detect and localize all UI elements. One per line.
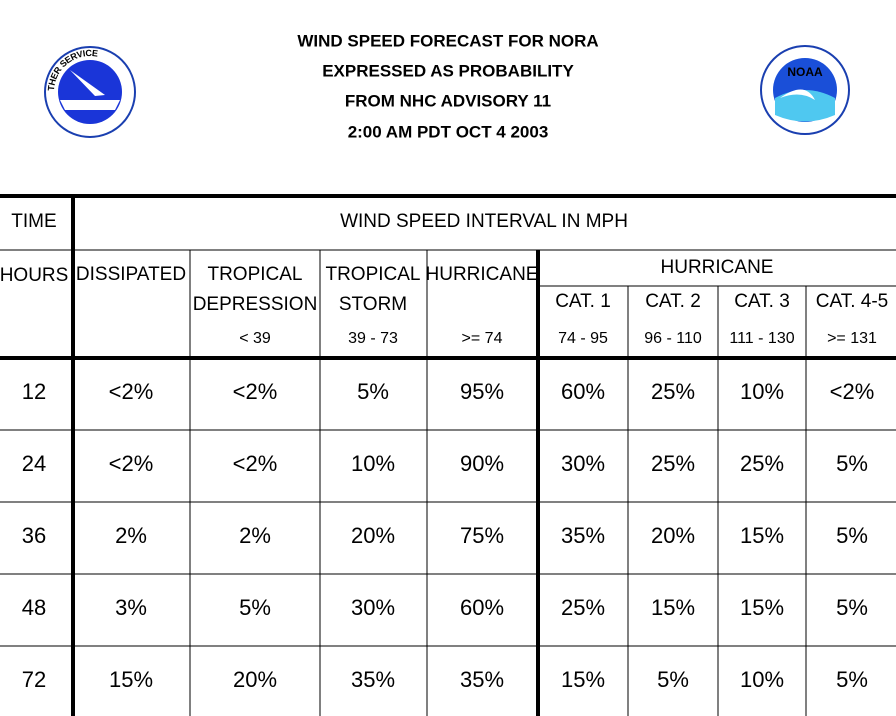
probability-cell: 60%	[460, 595, 504, 620]
probability-cell: 5%	[239, 595, 271, 620]
probability-cell: 5%	[357, 379, 389, 404]
probability-cell: 30%	[561, 451, 605, 476]
probability-cell: 60%	[561, 379, 605, 404]
probability-cell: 15%	[740, 595, 784, 620]
column-label: DISSIPATED	[76, 264, 186, 285]
hurricane-group-label: HURRICANE	[661, 257, 774, 278]
probability-cell: 10%	[740, 667, 784, 692]
probability-cell: 20%	[351, 523, 395, 548]
noaa-logo-text: NOAA	[787, 65, 823, 79]
column-range: < 39	[239, 330, 271, 347]
probability-cell: 15%	[740, 523, 784, 548]
probability-cell: 95%	[460, 379, 504, 404]
noaa-logo: NOAA	[760, 45, 850, 135]
probability-cell: 10%	[740, 379, 784, 404]
probability-cell: 35%	[460, 667, 504, 692]
probability-cell: 35%	[351, 667, 395, 692]
probability-cell: 15%	[109, 667, 153, 692]
title-line: EXPRESSED AS PROBABILITY	[322, 61, 574, 80]
probability-cell: 15%	[561, 667, 605, 692]
time-label: TIME	[11, 211, 56, 232]
column-label: CAT. 3	[734, 291, 790, 312]
probability-cell: <2%	[109, 379, 154, 404]
probability-cell: 20%	[233, 667, 277, 692]
hour-cell: 48	[22, 595, 46, 620]
column-range: >= 131	[827, 330, 877, 347]
probability-cell: <2%	[233, 379, 278, 404]
column-label: STORM	[339, 294, 407, 315]
title-line: WIND SPEED FORECAST FOR NORA	[297, 31, 598, 50]
probability-cell: 25%	[740, 451, 784, 476]
hour-cell: 72	[22, 667, 46, 692]
column-range: >= 74	[462, 330, 503, 347]
column-label: DEPRESSION	[193, 294, 318, 315]
probability-cell: 25%	[561, 595, 605, 620]
column-label: CAT. 4-5	[816, 291, 889, 312]
probability-cell: 5%	[836, 595, 868, 620]
hour-cell: 36	[22, 523, 46, 548]
probability-cell: <2%	[233, 451, 278, 476]
column-label: CAT. 2	[645, 291, 701, 312]
probability-cell: 10%	[351, 451, 395, 476]
probability-cell: 15%	[651, 595, 695, 620]
probability-cell: 2%	[239, 523, 271, 548]
probability-cell: <2%	[830, 379, 875, 404]
probability-cell: 5%	[836, 451, 868, 476]
probability-cell: 3%	[115, 595, 147, 620]
column-range: 39 - 73	[348, 330, 398, 347]
probability-cell: <2%	[109, 451, 154, 476]
probability-cell: 5%	[836, 667, 868, 692]
probability-cell: 90%	[460, 451, 504, 476]
probability-cell: 2%	[115, 523, 147, 548]
interval-label: WIND SPEED INTERVAL IN MPH	[340, 211, 628, 232]
column-range: 111 - 130	[729, 330, 794, 347]
probability-cell: 5%	[836, 523, 868, 548]
hour-cell: 12	[22, 379, 46, 404]
column-label: HURRICANE	[426, 264, 539, 285]
title-line: 2:00 AM PDT OCT 4 2003	[348, 122, 549, 141]
probability-cell: 5%	[657, 667, 689, 692]
title-line: FROM NHC ADVISORY 11	[345, 91, 551, 110]
probability-cell: 75%	[460, 523, 504, 548]
column-label: TROPICAL	[207, 264, 302, 285]
probability-cell: 35%	[561, 523, 605, 548]
probability-cell: 25%	[651, 379, 695, 404]
column-label: TROPICAL	[325, 264, 420, 285]
probability-cell: 20%	[651, 523, 695, 548]
probability-cell: 25%	[651, 451, 695, 476]
hour-cell: 24	[22, 451, 46, 476]
nws-logo: NATIONAL WEATHER SERVICE	[0, 0, 136, 138]
hours-label: HOURS	[0, 265, 68, 286]
probability-cell: 30%	[351, 595, 395, 620]
column-label: CAT. 1	[555, 291, 611, 312]
column-range: 96 - 110	[644, 330, 702, 347]
column-range: 74 - 95	[558, 330, 608, 347]
